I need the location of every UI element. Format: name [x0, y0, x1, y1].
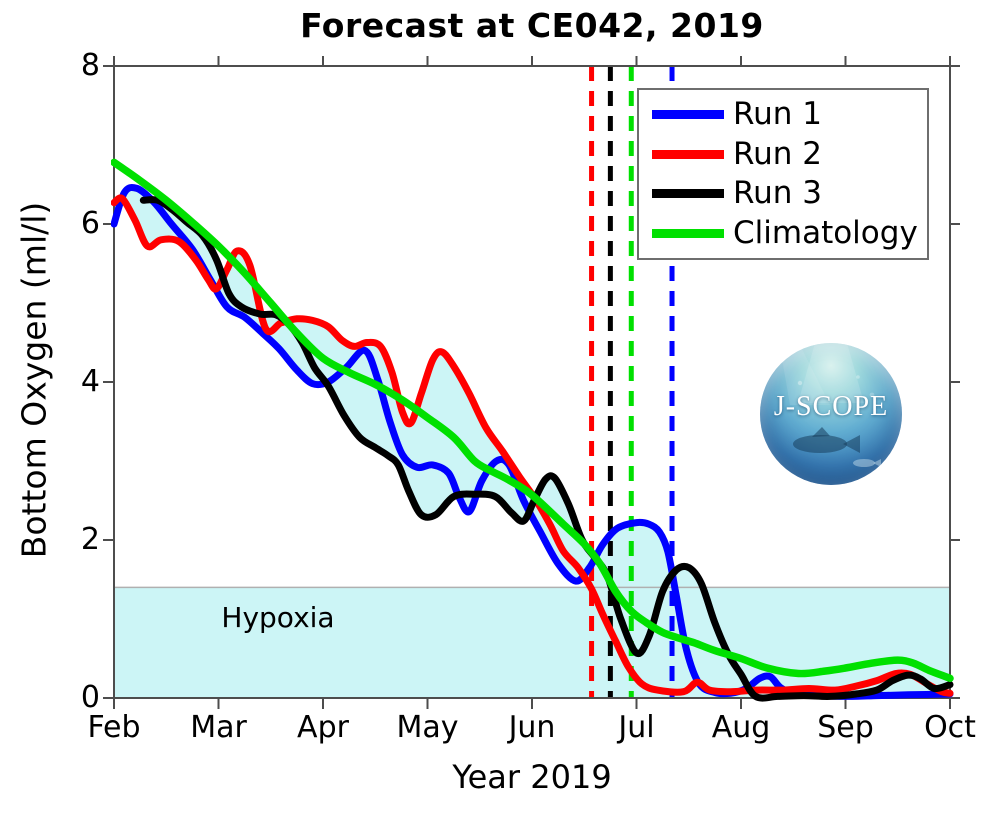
y-tick-label-0: 0 [80, 680, 100, 715]
legend-label: Run 1 [733, 95, 823, 132]
legend-swatch-run-3 [652, 189, 724, 199]
x-tick-label-apr: Apr [297, 710, 349, 745]
legend-item-run-1: Run 1 [639, 95, 927, 132]
x-tick-label-aug: Aug [711, 710, 771, 745]
x-tick-label-oct: Oct [924, 710, 976, 745]
jscope-logo: J-SCOPE [760, 343, 902, 485]
y-tick-label-6: 6 [80, 206, 100, 241]
hypoxia-label: Hypoxia [221, 601, 335, 634]
series-line-climatology [111, 158, 954, 683]
fish-icon [780, 343, 881, 467]
y-tick-label-2: 2 [80, 522, 100, 557]
legend-swatch-climatology [652, 229, 724, 239]
legend-item-run-3: Run 3 [639, 178, 927, 209]
legend-label: Run 3 [733, 175, 823, 212]
legend-label: Run 2 [733, 135, 823, 172]
legend-label: Climatology [733, 215, 918, 252]
legend-swatch-run-1 [652, 109, 724, 119]
legend-item-climatology: Climatology [639, 218, 927, 249]
y-tick-label-8: 8 [80, 48, 100, 83]
x-tick-label-may: May [396, 710, 459, 745]
x-tick-label-mar: Mar [190, 710, 247, 745]
logo-text: J-SCOPE [773, 391, 889, 422]
x-tick-label-feb: Feb [87, 710, 141, 745]
y-tick-label-4: 4 [80, 364, 100, 399]
x-tick-label-jul: Jul [618, 710, 655, 745]
legend-swatch-run-2 [652, 149, 724, 159]
legend: Run 1 Run 2 Run 3 Climatology [637, 88, 929, 260]
x-tick-label-jun: Jun [508, 710, 556, 745]
hypoxia-band [114, 587, 950, 698]
legend-item-run-2: Run 2 [639, 135, 927, 172]
chart-title: Forecast at CE042, 2019 [300, 6, 764, 45]
x-axis-label: Year 2019 [452, 758, 612, 796]
x-tick-label-sep: Sep [817, 710, 874, 745]
